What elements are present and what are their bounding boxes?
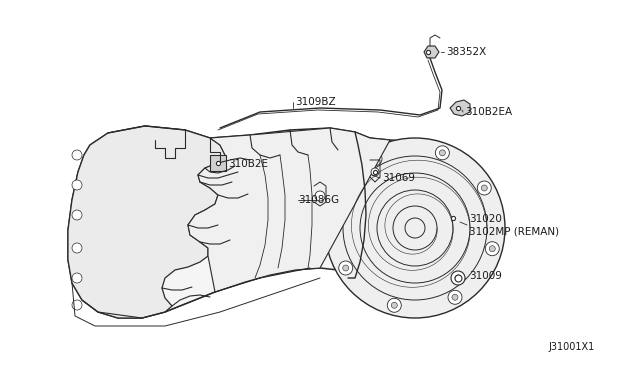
Text: 3102MP (REMAN): 3102MP (REMAN) <box>469 227 559 237</box>
Circle shape <box>337 198 343 203</box>
Circle shape <box>481 185 487 191</box>
Text: 38352X: 38352X <box>446 47 486 57</box>
Circle shape <box>333 194 347 208</box>
Polygon shape <box>210 155 226 171</box>
Circle shape <box>451 271 465 285</box>
Circle shape <box>315 191 325 201</box>
Text: J31001X1: J31001X1 <box>548 342 595 352</box>
Circle shape <box>448 290 462 304</box>
Circle shape <box>477 181 492 195</box>
Polygon shape <box>68 126 225 318</box>
Polygon shape <box>68 126 495 318</box>
Circle shape <box>72 243 82 253</box>
Circle shape <box>72 150 82 160</box>
Circle shape <box>72 210 82 220</box>
Circle shape <box>391 302 397 308</box>
Circle shape <box>371 168 379 176</box>
Circle shape <box>452 294 458 300</box>
Circle shape <box>435 146 449 160</box>
Circle shape <box>489 246 495 252</box>
Polygon shape <box>188 128 390 292</box>
Text: 3109BZ: 3109BZ <box>295 97 335 107</box>
Circle shape <box>325 138 505 318</box>
Circle shape <box>368 152 382 166</box>
Circle shape <box>72 273 82 283</box>
Polygon shape <box>424 46 439 58</box>
Circle shape <box>455 275 461 281</box>
Text: 31069: 31069 <box>382 173 415 183</box>
Circle shape <box>339 261 353 275</box>
Circle shape <box>342 265 349 271</box>
Circle shape <box>372 156 378 162</box>
Text: 31020: 31020 <box>469 214 502 224</box>
Polygon shape <box>450 100 470 116</box>
Text: 310B2E: 310B2E <box>228 159 268 169</box>
Text: 31009: 31009 <box>469 271 502 281</box>
Circle shape <box>387 298 401 312</box>
Text: 310B2EA: 310B2EA <box>465 107 512 117</box>
Circle shape <box>440 150 445 156</box>
Text: 31086G: 31086G <box>298 195 339 205</box>
Circle shape <box>485 242 499 256</box>
Circle shape <box>72 180 82 190</box>
Circle shape <box>72 300 82 310</box>
